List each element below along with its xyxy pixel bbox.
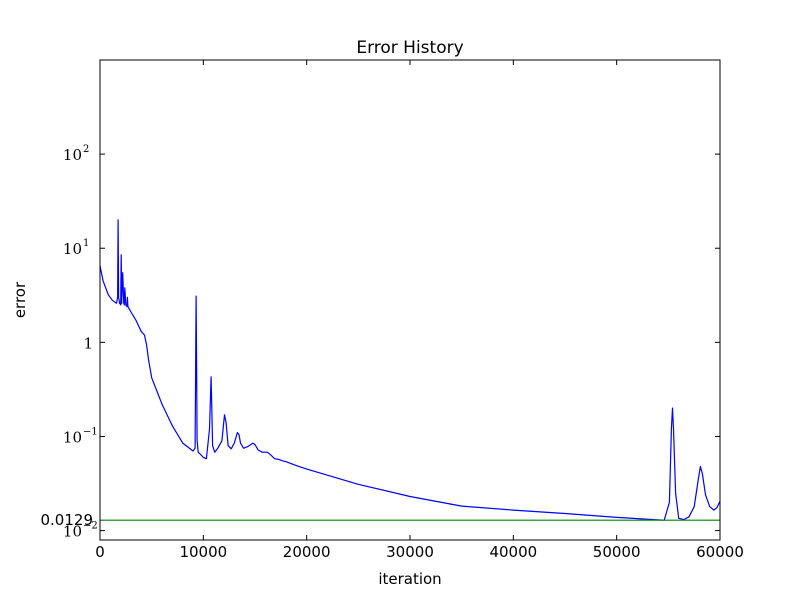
x-tick-label: 0 — [95, 543, 105, 561]
y-tick-label-base: 10 — [63, 523, 82, 541]
y-axis-label: error — [11, 281, 29, 318]
x-axis-label: iteration — [378, 570, 441, 588]
y-tick-label-base: 10 — [63, 240, 82, 258]
y-tick-label-exponent: −1 — [83, 426, 98, 437]
annotation-label: 0.0129 — [41, 511, 94, 529]
x-tick-label: 20000 — [283, 543, 331, 561]
y-tick-label-exponent: −2 — [83, 521, 98, 532]
x-axis-ticks: 0 10000 20000 30000 40000 50000 60000 — [95, 60, 744, 561]
series-layer — [99, 219, 721, 521]
x-tick-label: 40000 — [489, 543, 537, 561]
y-tick-label-base: 10 — [63, 428, 82, 446]
plot-area: 0 10000 20000 30000 40000 50000 60000 10−210−1… — [41, 59, 744, 561]
x-tick-label: 60000 — [696, 543, 744, 561]
y-tick-label-exponent: 2 — [83, 144, 89, 155]
chart-title: Error History — [356, 38, 463, 58]
y-tick-label-exponent: 1 — [83, 238, 89, 249]
x-tick-label: 50000 — [593, 543, 641, 561]
annotation-layer: 0.0129 — [41, 511, 94, 529]
series-line-1 — [99, 219, 721, 521]
x-tick-label: 30000 — [386, 543, 434, 561]
y-tick-label: 1 — [83, 334, 93, 352]
x-tick-label: 10000 — [179, 543, 227, 561]
y-tick-label-base: 10 — [63, 146, 82, 164]
